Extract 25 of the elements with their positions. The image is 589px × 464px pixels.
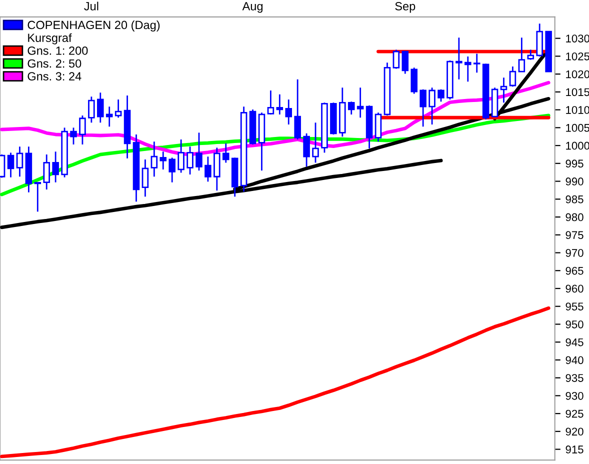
legend-label: Gns. 1: 200 xyxy=(28,46,88,55)
x-tick-label: Sep xyxy=(395,2,416,13)
y-tick-label: 990 xyxy=(566,178,584,186)
y-tick-label: 975 xyxy=(566,231,584,240)
y-tick-label: 925 xyxy=(566,410,584,418)
legend-label: COPENHAGEN 20 (Dag) xyxy=(28,20,160,32)
y-tick-label: 970 xyxy=(566,249,584,257)
y-tick-label: 955 xyxy=(566,302,584,310)
legend-label: Gns. 3: 24 xyxy=(28,72,82,81)
y-tick-label: 920 xyxy=(566,428,584,436)
y-tick-label: 985 xyxy=(566,195,584,204)
y-tick-label: 950 xyxy=(566,320,584,328)
y-tick-label: 945 xyxy=(566,338,584,346)
y-tick-label: 930 xyxy=(566,392,584,400)
y-tick-label: 915 xyxy=(566,446,584,454)
y-tick-label: 965 xyxy=(566,266,584,275)
y-tick-label: 980 xyxy=(566,213,584,222)
legend-label: Gns. 2: 50 xyxy=(28,59,82,68)
y-tick-label: 960 xyxy=(566,284,584,293)
x-tick-label: Aug xyxy=(242,2,263,13)
y-tick-label: 940 xyxy=(566,356,584,364)
legend-title: Kursgraf xyxy=(28,33,72,44)
y-tick-label: 935 xyxy=(566,374,584,382)
x-tick-label: Jul xyxy=(84,2,98,10)
y-tick-label: 995 xyxy=(566,160,584,168)
